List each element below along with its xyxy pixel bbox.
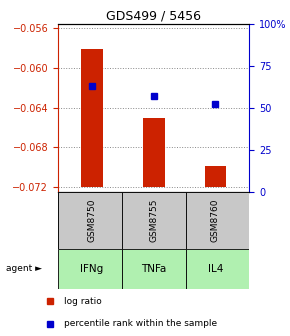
Text: log ratio: log ratio (64, 297, 102, 306)
Bar (205, 166, 226, 186)
Text: percentile rank within the sample: percentile rank within the sample (64, 319, 217, 328)
Text: agent ►: agent ► (6, 264, 42, 273)
Text: GSM8755: GSM8755 (149, 198, 158, 242)
Text: TNFa: TNFa (141, 264, 166, 274)
FancyBboxPatch shape (58, 192, 122, 249)
Text: GSM8750: GSM8750 (88, 198, 97, 242)
FancyBboxPatch shape (58, 192, 249, 249)
Text: IFNg: IFNg (80, 264, 104, 274)
FancyBboxPatch shape (186, 192, 249, 249)
FancyBboxPatch shape (122, 192, 186, 249)
Text: GSM8760: GSM8760 (211, 198, 220, 242)
FancyBboxPatch shape (122, 249, 186, 289)
FancyBboxPatch shape (186, 249, 249, 289)
Text: IL4: IL4 (208, 264, 223, 274)
Bar (143, 118, 164, 186)
Title: GDS499 / 5456: GDS499 / 5456 (106, 9, 201, 23)
Bar (81, 49, 103, 186)
FancyBboxPatch shape (58, 249, 122, 289)
